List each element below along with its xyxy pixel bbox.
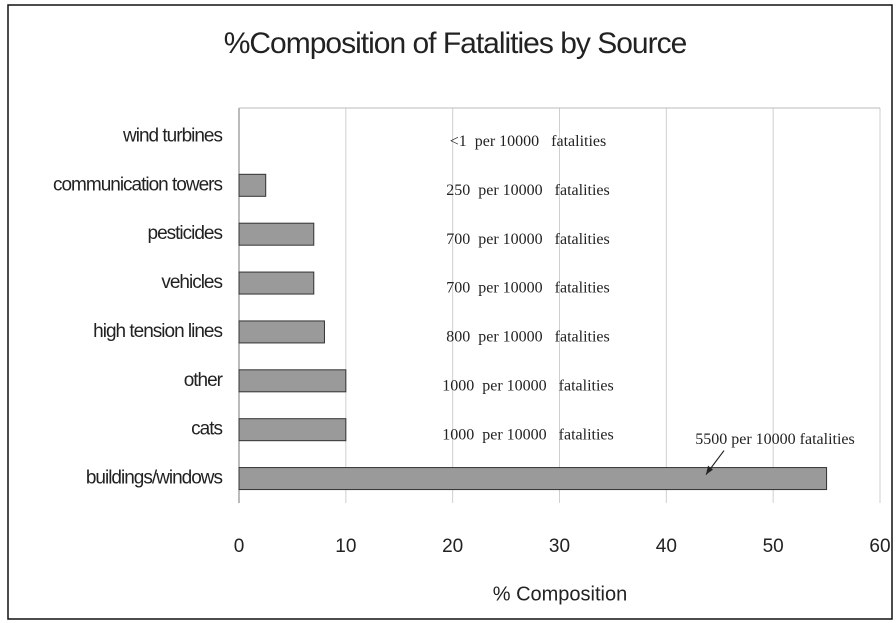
value-label: 800 per 10000 fatalities: [446, 329, 610, 346]
bar: [238, 418, 347, 442]
x-axis-label: % Composition: [493, 583, 628, 605]
value-label: <1 per 10000 fatalities: [450, 133, 607, 150]
bar: [238, 271, 315, 295]
value-label: 250 per 10000 fatalities: [446, 182, 610, 199]
bar: [238, 467, 828, 491]
y-tick-label: vehicles: [161, 272, 222, 293]
x-tick-label: 50: [763, 536, 784, 557]
bar: [238, 320, 325, 344]
bar: [238, 222, 315, 246]
value-label: 700 per 10000 fatalities: [446, 231, 610, 248]
chart-title: %Composition of Fatalities by Source: [224, 27, 687, 60]
y-tick-label: pesticides: [148, 223, 223, 244]
value-label: 1000 per 10000 fatalities: [442, 426, 614, 443]
x-tick-label: 60: [869, 536, 890, 557]
x-tick-label: 10: [335, 536, 356, 557]
y-tick-label: other: [184, 370, 224, 391]
x-tick-label: 20: [442, 536, 463, 557]
x-tick-label: 30: [549, 536, 570, 557]
x-tick-label: 0: [234, 536, 245, 557]
y-tick-label: wind turbines: [122, 125, 222, 146]
frame: [7, 4, 893, 620]
value-label: 5500 per 10000 fatalities: [695, 431, 855, 448]
value-label: 1000 per 10000 fatalities: [442, 377, 614, 394]
y-tick-label: cats: [191, 419, 222, 440]
bar: [238, 369, 347, 393]
value-label: 700 per 10000 fatalities: [446, 280, 610, 297]
y-tick-label: communication towers: [53, 174, 223, 195]
annotation-arrowhead: [706, 465, 713, 475]
x-tick-label: 40: [656, 536, 677, 557]
y-tick-label: high tension lines: [93, 321, 222, 342]
y-tick-label: buildings/windows: [86, 468, 223, 489]
bar: [238, 173, 267, 197]
